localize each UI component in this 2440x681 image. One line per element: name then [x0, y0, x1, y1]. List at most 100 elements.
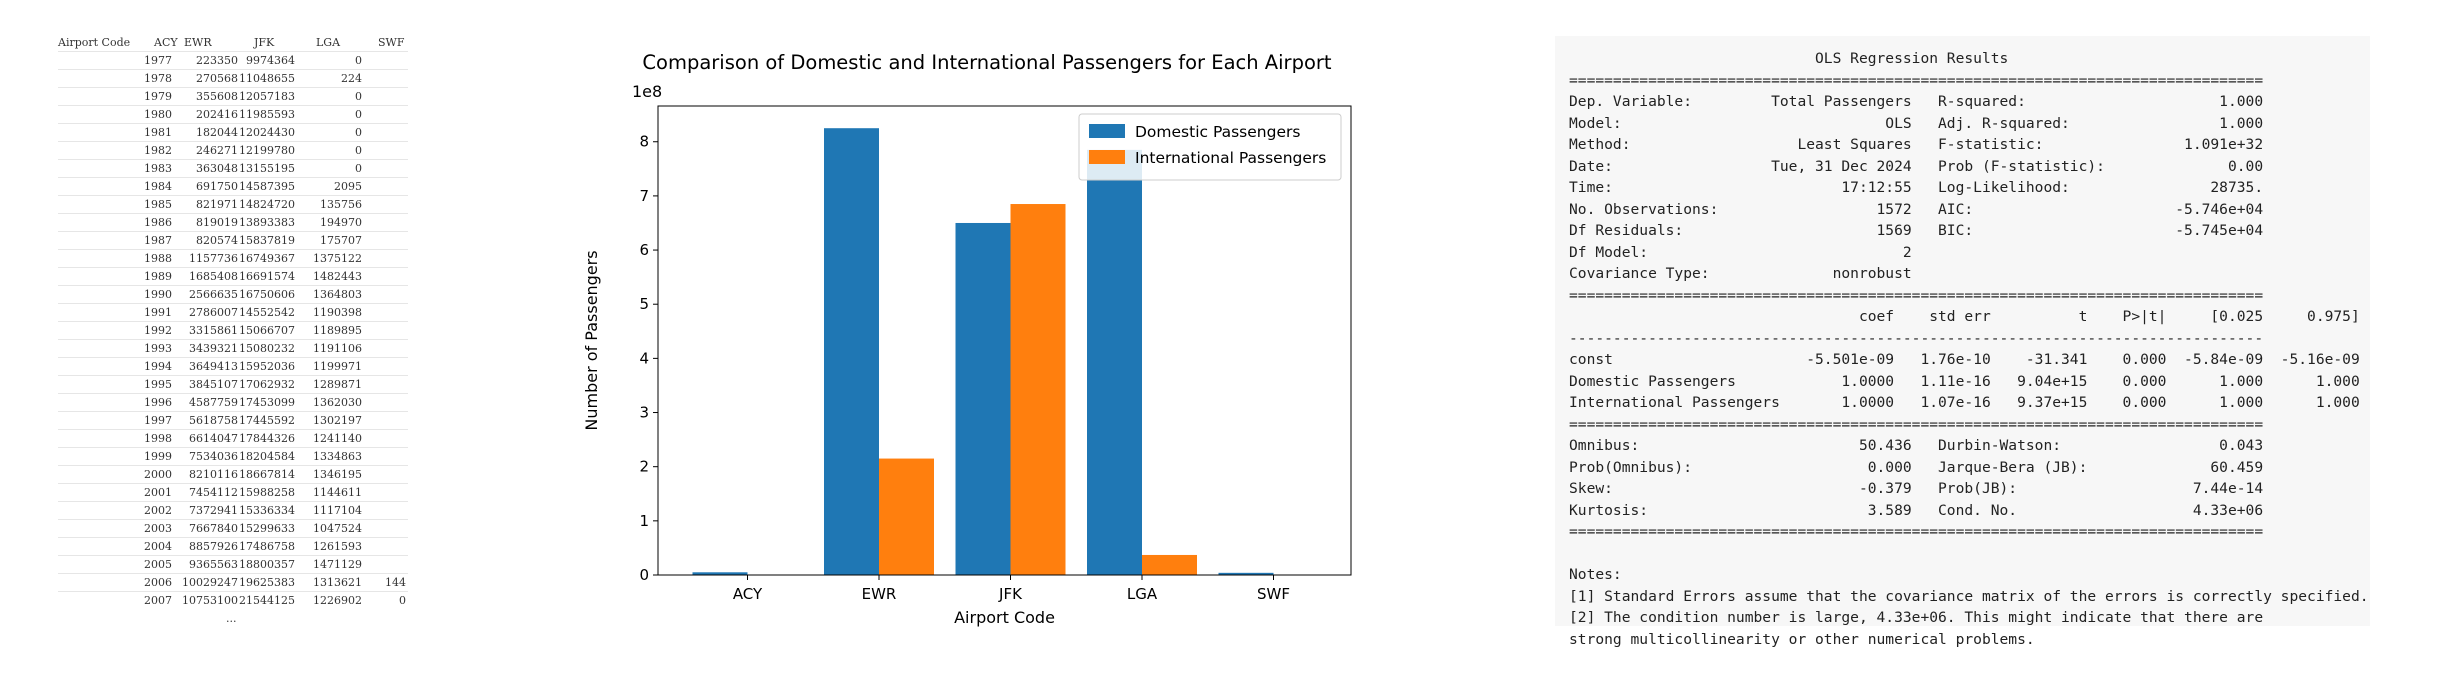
- table-cell-ewr: 8210116: [189, 468, 238, 481]
- table-cell-lga: 1144611: [313, 486, 362, 499]
- table-cell-year: 1977: [144, 54, 172, 67]
- table-cell-jfk: 16749367: [239, 252, 295, 265]
- table-cell-lga: 1117104: [313, 504, 362, 517]
- table-cell-lga: 1362030: [313, 396, 362, 409]
- table-cell-year: 1994: [144, 360, 172, 373]
- table-cell-ewr: 1157736: [189, 252, 238, 265]
- legend-box: [1078, 113, 1342, 181]
- plot-frame: [657, 105, 1352, 576]
- table-cell-ewr: 3439321: [189, 342, 238, 355]
- table-cell-jfk: 14587395: [239, 180, 295, 193]
- table-row: 1997 5618758 17445592 1302197: [58, 411, 408, 429]
- table-cell-jfk: 12057183: [239, 90, 295, 103]
- table-cell-lga: 1191106: [313, 342, 362, 355]
- table-cell-jfk: 18204584: [239, 450, 295, 463]
- table-cell-jfk: 15336334: [239, 504, 295, 517]
- table-row: 1980 202416 11985593 0: [58, 105, 408, 123]
- table-cell-year: 1983: [144, 162, 172, 175]
- table-cell-jfk: 14824720: [239, 198, 295, 211]
- table-cell-year: 1991: [144, 306, 172, 319]
- table-cell-year: 1985: [144, 198, 172, 211]
- table-cell-lga: 1241140: [313, 432, 362, 445]
- table-cell-year: 1982: [144, 144, 172, 157]
- y-axis-label: Number of Passengers: [582, 250, 601, 430]
- table-row: 1990 2566635 16750606 1364803: [58, 285, 408, 303]
- y-tick-label: 6: [639, 241, 649, 259]
- table-cell-ewr: 223350: [196, 54, 238, 67]
- y-tick-label: 1: [639, 512, 649, 530]
- table-ellipsis: ...: [226, 612, 237, 625]
- table-cell-jfk: 17844326: [239, 432, 295, 445]
- table-cell-jfk: 19625383: [239, 576, 295, 589]
- table-cell-lga: 175707: [320, 234, 362, 247]
- table-cell-lga: 1482443: [313, 270, 362, 283]
- table-cell-lga: 1313621: [313, 576, 362, 589]
- table-cell-lga: 1199971: [313, 360, 362, 373]
- table-row: 1987 820574 15837819 175707: [58, 231, 408, 249]
- table-cell-jfk: 16750606: [239, 288, 295, 301]
- bar-acy-domestic: [692, 572, 748, 575]
- table-row: 1992 3315861 15066707 1189895: [58, 321, 408, 339]
- table-cell-ewr: 270568: [196, 72, 238, 85]
- table-cell-year: 2005: [144, 558, 172, 571]
- table-cell-swf: 144: [385, 576, 406, 589]
- table-cell-ewr: 10029247: [182, 576, 238, 589]
- x-tick-label: JFK: [998, 585, 1023, 603]
- table-cell-year: 1996: [144, 396, 172, 409]
- table-cell-jfk: 11048655: [239, 72, 295, 85]
- table-cell-year: 1980: [144, 108, 172, 121]
- table-row: 1995 3845107 17062932 1289871: [58, 375, 408, 393]
- table-cell-jfk: 12199780: [239, 144, 295, 157]
- table-cell-year: 1989: [144, 270, 172, 283]
- table-row: 1998 6614047 17844326 1241140: [58, 429, 408, 447]
- table-cell-jfk: 17062932: [239, 378, 295, 391]
- table-row: 1989 1685408 16691574 1482443: [58, 267, 408, 285]
- table-cell-jfk: 13893383: [239, 216, 295, 229]
- table-cell-year: 2003: [144, 522, 172, 535]
- ticks-layer: ACY EWR JFK LGA SWF 0 1 2 3 4 5 6 7 8: [639, 133, 1290, 603]
- table-cell-year: 1988: [144, 252, 172, 265]
- table-cell-jfk: 15952036: [239, 360, 295, 373]
- table-cell-jfk: 14552542: [239, 306, 295, 319]
- table-cell-ewr: 182044: [196, 126, 238, 139]
- table-cell-year: 2002: [144, 504, 172, 517]
- table-cell-lga: 1289871: [313, 378, 362, 391]
- table-row: 1986 819019 13893383 194970: [58, 213, 408, 231]
- table-cell-lga: 2095: [334, 180, 362, 193]
- table-cell-ewr: 7454112: [189, 486, 238, 499]
- table-cell-year: 1981: [144, 126, 172, 139]
- table-header-ewr: EWR: [184, 36, 212, 49]
- table-header-acy: ACY: [154, 36, 178, 49]
- bar-ewr-domestic: [824, 128, 879, 575]
- table-row: 1977 223350 9974364 0: [58, 51, 408, 69]
- table-row: 1985 821971 14824720 135756: [58, 195, 408, 213]
- table-cell-jfk: 21544125: [239, 594, 295, 607]
- table-cell-ewr: 6614047: [189, 432, 238, 445]
- x-tick-label: SWF: [1257, 585, 1290, 603]
- table-cell-jfk: 18667814: [239, 468, 295, 481]
- legend-entry: International Passengers: [1135, 149, 1326, 167]
- x-tick-label: EWR: [862, 585, 897, 603]
- y-tick-label: 7: [639, 187, 649, 205]
- table-cell-lga: 1471129: [313, 558, 362, 571]
- table-cell-lga: 0: [355, 108, 362, 121]
- y-tick-label: 2: [639, 458, 649, 476]
- x-tick-label: LGA: [1127, 585, 1158, 603]
- table-cell-year: 2006: [144, 576, 172, 589]
- passenger-data-table: Airport Code ACY EWR JFK LGA SWF 1977 223…: [58, 34, 408, 626]
- table-header-jfk: JFK: [254, 36, 275, 49]
- table-cell-lga: 1364803: [313, 288, 362, 301]
- table-cell-year: 1986: [144, 216, 172, 229]
- y-tick-label: 8: [639, 133, 649, 151]
- table-row: 2006 10029247 19625383 1313621 144: [58, 573, 408, 591]
- table-cell-ewr: 819019: [196, 216, 238, 229]
- table-cell-lga: 0: [355, 144, 362, 157]
- table-cell-ewr: 8857926: [189, 540, 238, 553]
- table-cell-ewr: 820574: [196, 234, 238, 247]
- table-cell-lga: 1302197: [313, 414, 362, 427]
- table-row: 1979 355608 12057183 0: [58, 87, 408, 105]
- table-cell-lga: 1261593: [313, 540, 362, 553]
- table-cell-lga: 224: [341, 72, 362, 85]
- table-cell-ewr: 355608: [196, 90, 238, 103]
- table-row: 2005 9365563 18800357 1471129: [58, 555, 408, 573]
